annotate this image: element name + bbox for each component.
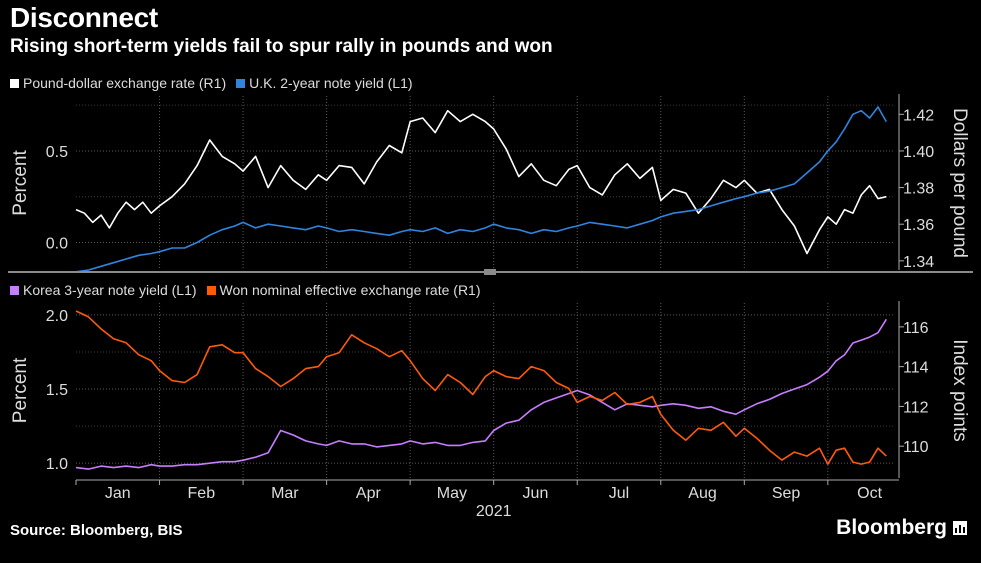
x-tick-label: Apr	[356, 485, 382, 502]
brand-name: Bloomberg	[836, 516, 947, 539]
x-tick-label: Sep	[772, 485, 801, 502]
brand-logo: Bloomberg	[836, 516, 967, 540]
legend-swatch-blue	[236, 78, 246, 88]
top-series-line-0	[75, 109, 887, 255]
legend-swatch-white	[10, 78, 19, 88]
top-series-line-1	[75, 106, 887, 273]
top-right-tick-label: 1.36	[903, 217, 934, 234]
x-tick-label: Feb	[188, 485, 216, 502]
bottom-series-line-1	[75, 310, 887, 465]
bottom-left-axis-title: Percent	[10, 357, 31, 423]
top-left-axis-title: Percent	[10, 150, 31, 216]
top-legend: Pound-dollar exchange rate (R1) U.K. 2-y…	[10, 75, 423, 91]
separator-handle	[484, 269, 496, 275]
x-tick-label: Jun	[523, 485, 549, 502]
x-tick-label: May	[437, 485, 467, 502]
legend-label-pound: Pound-dollar exchange rate (R1)	[23, 75, 227, 91]
bottom-right-tick-label: 110	[903, 439, 929, 456]
bottom-left-tick-label: 1.0	[46, 456, 68, 473]
chart-title: Disconnect	[10, 2, 158, 33]
bottom-left-tick-label: 1.5	[46, 382, 68, 399]
bottom-right-tick-label: 112	[903, 399, 929, 416]
chart-subtitle: Rising short-term yields fail to spur ra…	[10, 36, 553, 57]
x-axis-year-label: 2021	[476, 503, 512, 520]
x-tick-label: Aug	[688, 485, 716, 502]
x-tick-label: Jan	[105, 485, 131, 502]
x-tick-label: Oct	[857, 485, 882, 502]
legend-label-uk-yield: U.K. 2-year note yield (L1)	[249, 75, 413, 91]
bottom-left-tick-label: 2.0	[46, 308, 68, 325]
x-tick-label: Jul	[609, 485, 629, 502]
top-left-tick-label: 0.5	[46, 144, 68, 161]
bottom-series-line-0	[75, 318, 887, 470]
legend-swatch-purple	[10, 285, 19, 295]
top-right-tick-label: 1.34	[903, 254, 934, 271]
top-right-tick-label: 1.38	[903, 181, 934, 198]
legend-swatch-orange	[206, 285, 216, 295]
top-right-axis-title: Dollars per pound	[949, 108, 970, 258]
bottom-right-axis-title: Index points	[949, 339, 970, 441]
legend-label-won: Won nominal effective exchange rate (R1)	[219, 282, 481, 298]
x-tick-label: Mar	[271, 485, 299, 502]
legend-item-uk-yield: U.K. 2-year note yield (L1)	[236, 75, 413, 91]
top-right-tick-label: 1.42	[903, 107, 934, 124]
bottom-right-tick-label: 116	[903, 320, 929, 337]
bottom-right-tick-label: 114	[903, 360, 929, 377]
legend-item-won: Won nominal effective exchange rate (R1)	[206, 282, 481, 298]
legend-label-korea-yield: Korea 3-year note yield (L1)	[23, 282, 197, 298]
bottom-legend: Korea 3-year note yield (L1) Won nominal…	[10, 282, 491, 298]
source-note: Source: Bloomberg, BIS	[10, 522, 183, 539]
legend-item-pound: Pound-dollar exchange rate (R1)	[10, 75, 226, 91]
legend-item-korea-yield: Korea 3-year note yield (L1)	[10, 282, 197, 298]
top-right-tick-label: 1.40	[903, 144, 934, 161]
top-left-tick-label: 0.0	[46, 236, 68, 253]
bar-chart-icon	[953, 521, 967, 535]
